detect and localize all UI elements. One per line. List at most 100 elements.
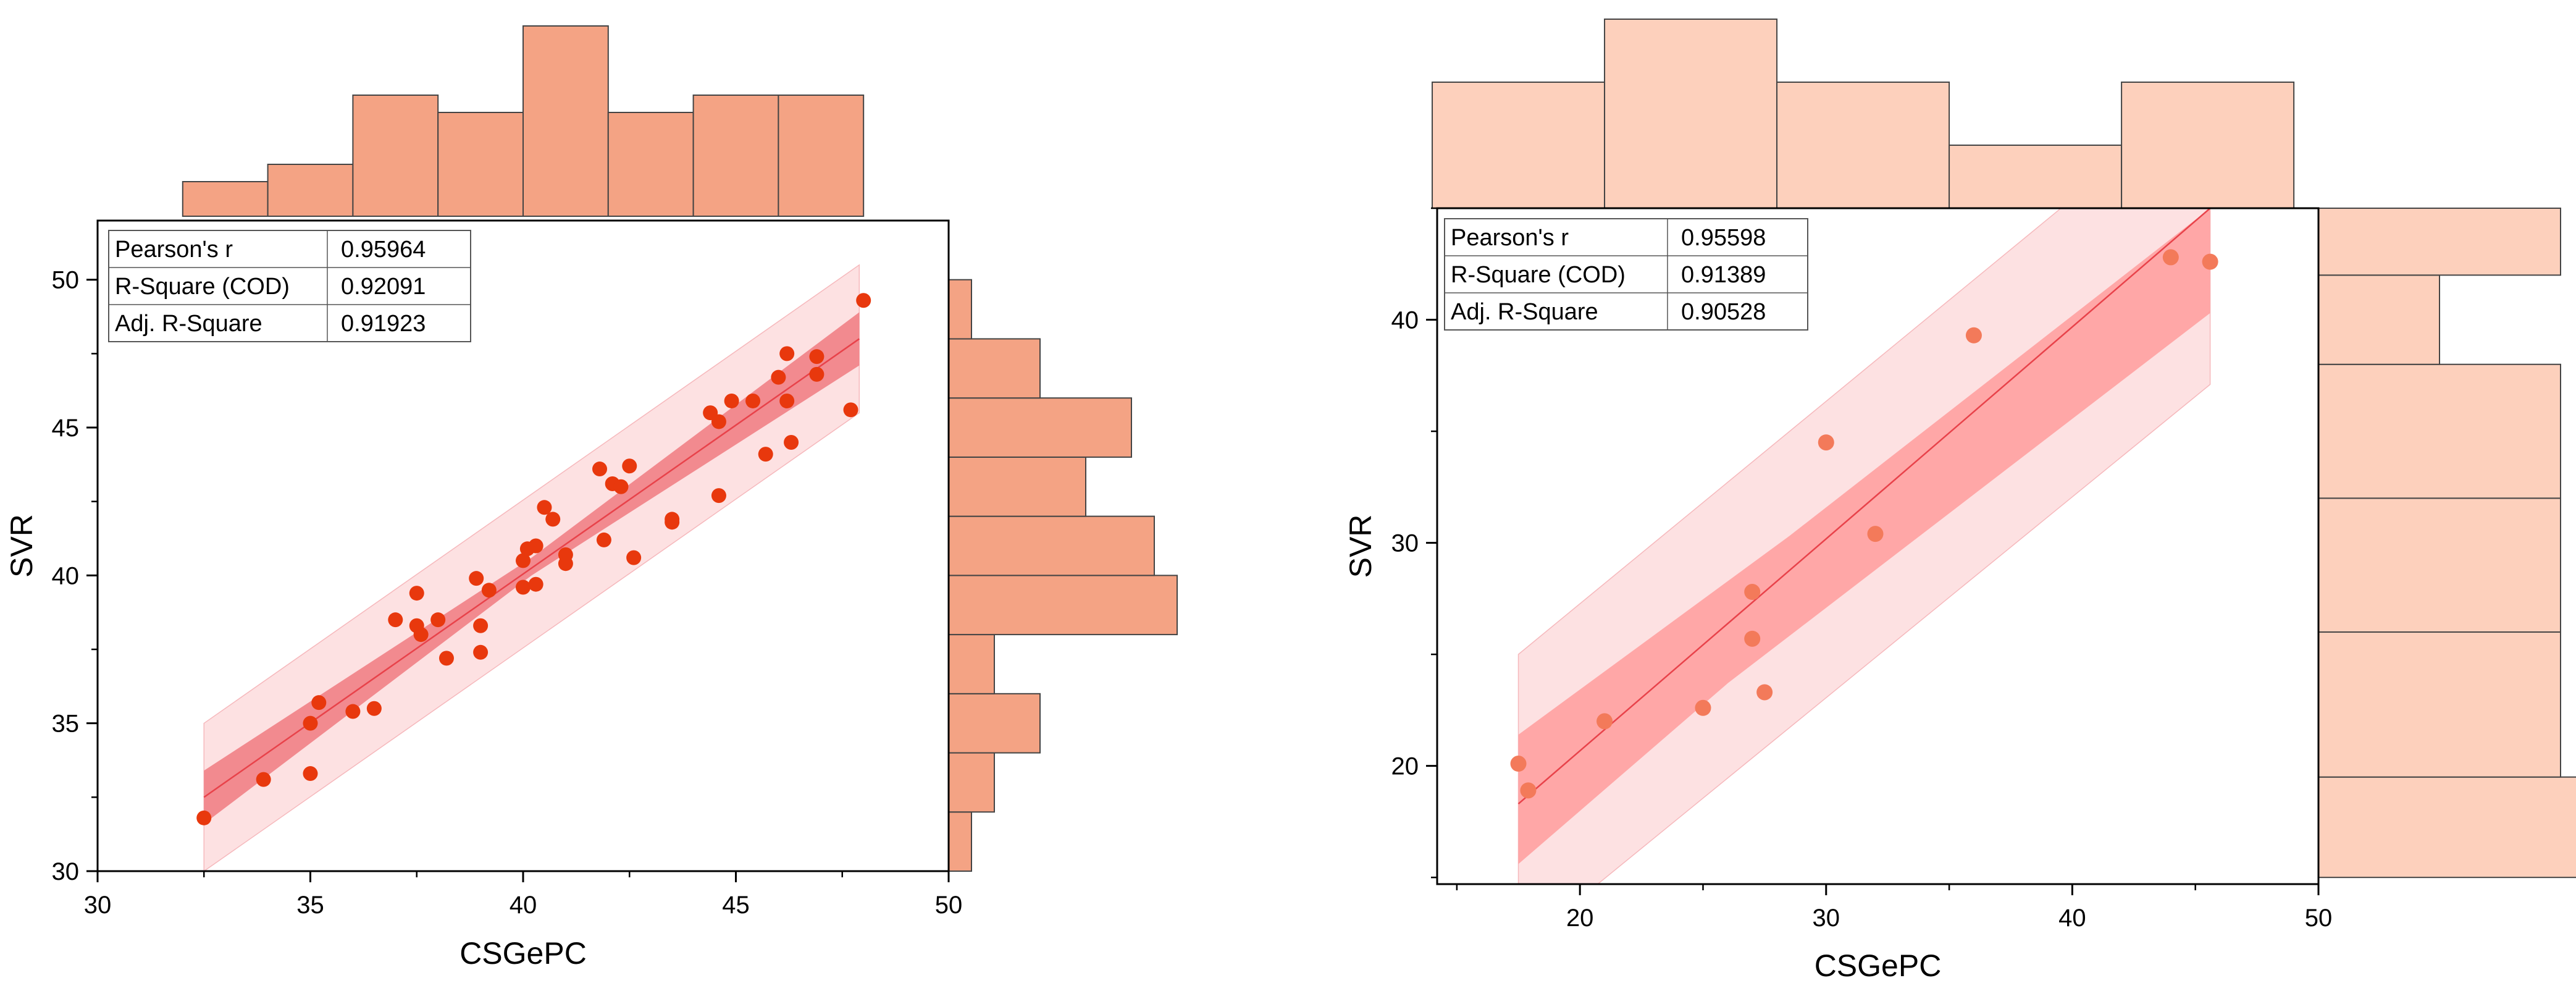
right-data-point: [1744, 630, 1761, 647]
left-data-point: [745, 393, 761, 408]
right-stats-table: Pearson's r 0.95598 R-Square (COD) 0.91389 A…: [1444, 218, 1808, 331]
right-x-tick-label: 40: [2058, 905, 2086, 932]
right-data-point: [1520, 782, 1537, 799]
left-data-point: [409, 586, 424, 601]
right-data-point: [1756, 684, 1773, 701]
right-x-tick-label: 30: [1813, 905, 1840, 932]
right-right-histogram-bar: [2318, 776, 2576, 879]
left-data-point: [196, 810, 212, 825]
right-stats-value: 0.95598: [1681, 225, 1766, 251]
left-top-histogram-bar: [522, 25, 609, 217]
left-data-point: [256, 772, 271, 787]
right-top-histogram-bar: [1949, 145, 2123, 209]
left-data-point: [413, 627, 429, 643]
right-data-point: [2162, 249, 2179, 266]
right-y-axis-title: SVR: [1343, 515, 1378, 578]
left-y-axis-title: SVR: [4, 514, 39, 578]
right-right-histogram-bar: [2318, 363, 2561, 499]
right-x-tick-label: 50: [2305, 905, 2333, 932]
right-confidence-band: [1518, 208, 2210, 864]
left-data-point: [809, 366, 824, 382]
left-x-tick-label: 50: [935, 892, 963, 919]
left-data-point: [592, 462, 608, 477]
left-x-tick-label: 40: [510, 892, 537, 919]
left-data-point: [545, 512, 561, 527]
left-data-point: [809, 349, 824, 365]
right-x-axis-title: CSGePC: [1815, 948, 1942, 983]
right-plot-frame: [1436, 207, 2320, 885]
left-data-point: [528, 538, 543, 554]
left-data-point: [856, 293, 871, 308]
left-right-histogram-bar: [948, 515, 1155, 576]
left-top-histogram-bar: [182, 181, 269, 217]
left-x-tick-label: 45: [722, 892, 750, 919]
left-right-histogram-bar: [948, 456, 1086, 517]
right-stats-label: Adj. R-Square: [1451, 299, 1598, 325]
right-stats-table-frame: [1444, 218, 1808, 331]
left-right-histogram-bar: [948, 279, 972, 340]
left-chart-panel: 30 35 40 45 50 30 35 40 45 50 CSGePC SVR Pearson's r…: [4, 25, 1178, 971]
left-data-point: [303, 766, 318, 782]
left-y-tick-label: 30: [52, 858, 80, 885]
left-data-point: [345, 704, 361, 719]
left-data-point: [779, 346, 795, 361]
left-data-point: [771, 369, 786, 385]
left-x-tick-label: 35: [296, 892, 324, 919]
left-y-tick-label: 50: [52, 267, 80, 294]
left-x-axis-title: CSGePC: [459, 936, 587, 971]
right-data-point: [1965, 327, 1982, 344]
left-data-point: [528, 576, 543, 592]
left-data-point: [665, 512, 680, 527]
right-stats-value: 0.91389: [1681, 262, 1766, 288]
left-data-point: [311, 695, 327, 711]
left-stats-label: R-Square (COD): [115, 274, 290, 300]
left-stats-value: 0.91923: [341, 311, 426, 337]
right-stats-value: 0.90528: [1681, 299, 1766, 325]
left-data-point: [596, 532, 611, 547]
left-right-histogram-bar: [948, 634, 995, 694]
left-top-histogram-bar: [778, 95, 865, 217]
left-right-histogram-bar: [948, 397, 1132, 458]
right-data-point: [1744, 584, 1761, 601]
left-data-point: [724, 393, 739, 408]
right-data-point: [1695, 699, 1711, 716]
left-data-point: [473, 644, 489, 660]
right-y-tick-label: 30: [1391, 530, 1419, 557]
left-data-point: [779, 393, 795, 408]
left-data-point: [438, 651, 454, 666]
right-top-histogram-bar: [2121, 82, 2295, 209]
right-right-histogram-bar: [2318, 497, 2561, 633]
left-right-histogram-bar: [948, 752, 995, 813]
left-data-point: [622, 458, 637, 474]
left-right-histogram-bar: [948, 338, 1041, 399]
left-data-point: [473, 618, 489, 633]
right-data-point: [1818, 434, 1834, 451]
left-data-point: [430, 612, 446, 628]
left-data-point: [626, 550, 642, 565]
left-top-histogram-bar: [437, 112, 524, 217]
left-data-point: [558, 547, 573, 562]
right-fit-line: [1517, 208, 2211, 804]
left-top-histogram-bar: [352, 95, 439, 217]
right-top-histogram-bar: [1432, 82, 1606, 209]
left-data-point: [388, 612, 403, 628]
right-right-histogram-bar: [2318, 631, 2561, 778]
left-data-point: [303, 715, 318, 731]
left-stats-value: 0.92091: [341, 274, 426, 300]
right-right-histogram-bar: [2318, 208, 2561, 276]
right-data-point: [1510, 756, 1527, 772]
right-right-histogram-bar: [2318, 274, 2440, 365]
right-data-point: [1867, 526, 1884, 542]
left-stats-label: Adj. R-Square: [115, 311, 262, 337]
left-data-point: [711, 488, 726, 504]
left-data-point: [758, 447, 773, 462]
left-stats-label: Pearson's r: [115, 237, 233, 263]
left-y-tick-label: 40: [52, 562, 80, 589]
right-y-tick-label: 20: [1391, 753, 1419, 780]
left-stats-value: 0.95964: [341, 237, 426, 263]
right-bands: [1517, 208, 2211, 884]
right-y-tick-label: 40: [1391, 307, 1419, 334]
left-y-tick-label: 45: [52, 415, 80, 442]
left-data-point: [366, 701, 382, 716]
